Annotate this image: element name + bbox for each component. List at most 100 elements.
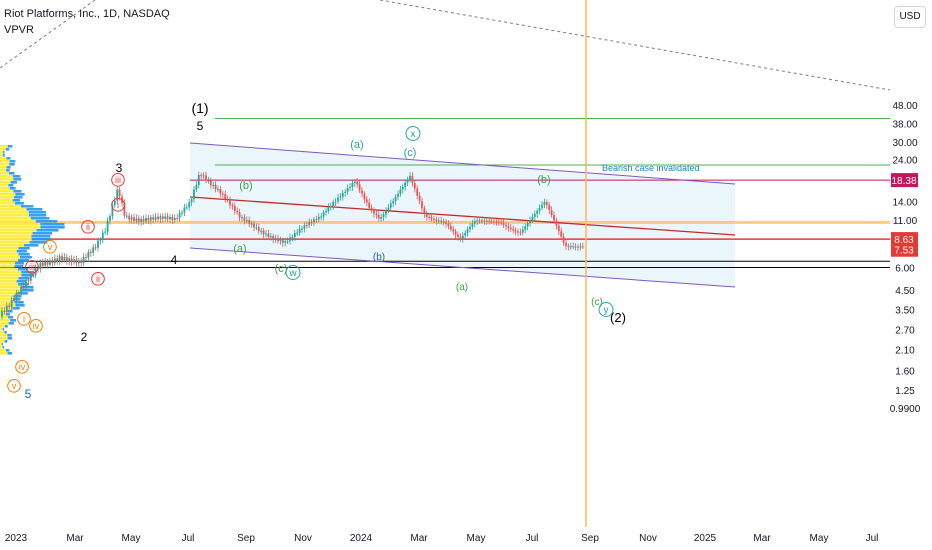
vpvr-down-18 bbox=[13, 199, 21, 202]
candle-body-115 bbox=[277, 238, 279, 241]
x-tick-13: Mar bbox=[753, 533, 771, 544]
vpvr-up-22 bbox=[0, 211, 29, 214]
candle-body-142 bbox=[342, 193, 344, 197]
y-tick-2: 30.00 bbox=[892, 138, 917, 149]
candle-body-207 bbox=[498, 222, 500, 223]
candle-body-169 bbox=[407, 180, 409, 182]
candle-body-125 bbox=[301, 229, 303, 230]
candle-body-164 bbox=[395, 197, 397, 201]
wave-label-0: (1) bbox=[191, 100, 208, 116]
currency-button[interactable]: USD bbox=[894, 6, 926, 28]
vpvr-down-1 bbox=[6, 148, 9, 151]
candle-body-53 bbox=[128, 216, 130, 220]
y-tick-0: 48.00 bbox=[892, 101, 917, 112]
wave-label-27: v bbox=[48, 242, 53, 252]
vpvr-down-40 bbox=[15, 265, 24, 268]
candle-body-131 bbox=[316, 219, 318, 220]
vpvr-up-36 bbox=[0, 253, 19, 256]
candle-body-201 bbox=[484, 220, 486, 221]
vpvr-up-12 bbox=[0, 181, 11, 184]
candle-body-159 bbox=[383, 215, 385, 217]
candle-body-71 bbox=[172, 217, 174, 220]
candle-body-78 bbox=[188, 202, 190, 207]
candle-body-40 bbox=[97, 241, 99, 248]
symbol-title: Riot Platforms, Inc., 1D, NASDAQ bbox=[4, 8, 170, 20]
vpvr-up-23 bbox=[0, 214, 29, 217]
candle-body-240 bbox=[577, 246, 579, 247]
candle-body-91 bbox=[220, 189, 222, 193]
vpvr-up-35 bbox=[0, 250, 17, 253]
vpvr-down-37 bbox=[20, 256, 32, 259]
candle-body-210 bbox=[505, 225, 507, 226]
vpvr-down-39 bbox=[15, 262, 24, 265]
candle-body-76 bbox=[184, 207, 186, 212]
candle-body-238 bbox=[572, 246, 574, 247]
candle-body-120 bbox=[289, 237, 291, 241]
x-tick-5: Nov bbox=[294, 533, 312, 544]
candle-body-133 bbox=[320, 216, 322, 217]
candle-body-100 bbox=[241, 217, 243, 218]
candle-body-38 bbox=[92, 247, 94, 252]
candle-body-112 bbox=[270, 236, 272, 237]
wave-label-13: (c) bbox=[275, 263, 288, 275]
candle-body-181 bbox=[436, 219, 438, 220]
vpvr-down-44 bbox=[18, 277, 29, 280]
candle-body-190 bbox=[457, 235, 459, 237]
candle-body-171 bbox=[412, 176, 414, 183]
y-tick-3: 24.00 bbox=[892, 155, 917, 166]
y-tick-5: 14.00 bbox=[892, 197, 917, 208]
candle-body-157 bbox=[378, 215, 380, 219]
vpvr-up-29 bbox=[0, 232, 33, 235]
vpvr-down-21 bbox=[27, 208, 43, 211]
candle-body-124 bbox=[299, 229, 301, 233]
candle-body-9 bbox=[23, 286, 25, 287]
candle-body-239 bbox=[575, 246, 577, 247]
vpvr-down-34 bbox=[18, 247, 29, 250]
candle-body-95 bbox=[229, 200, 231, 205]
vpvr-up-66 bbox=[0, 343, 2, 346]
candle-body-156 bbox=[376, 214, 378, 215]
y-tick-6: 11.00 bbox=[893, 216, 918, 227]
vpvr-up-40 bbox=[0, 265, 15, 268]
candle-body-228 bbox=[548, 205, 550, 210]
vpvr-down-4 bbox=[7, 157, 11, 160]
candle-body-66 bbox=[160, 216, 162, 219]
vpvr-up-60 bbox=[0, 325, 5, 328]
vpvr-up-11 bbox=[0, 178, 13, 181]
candle-body-213 bbox=[512, 229, 514, 230]
vpvr-up-8 bbox=[0, 169, 6, 172]
vpvr-up-17 bbox=[0, 196, 14, 199]
wave-label-16: (a) bbox=[456, 282, 468, 293]
candle-body-205 bbox=[493, 221, 495, 222]
candle-body-12 bbox=[30, 274, 32, 281]
candle-body-187 bbox=[450, 226, 452, 229]
candle-body-80 bbox=[193, 190, 195, 200]
candle-body-5 bbox=[13, 300, 15, 301]
vpvr-down-22 bbox=[29, 211, 46, 214]
candle-body-158 bbox=[380, 217, 382, 219]
candle-body-11 bbox=[28, 280, 30, 281]
vpvr-down-57 bbox=[8, 316, 13, 319]
vpvr-up-28 bbox=[0, 229, 37, 232]
indicator-label[interactable]: VPVR bbox=[4, 24, 34, 36]
vpvr-down-25 bbox=[36, 220, 57, 223]
candle-body-229 bbox=[551, 210, 553, 215]
vpvr-down-3 bbox=[3, 154, 5, 157]
candle-body-236 bbox=[568, 246, 570, 247]
wave-label-26: ii bbox=[86, 222, 90, 232]
vpvr-down-60 bbox=[5, 325, 8, 328]
x-tick-4: Sep bbox=[237, 533, 255, 544]
y-tick-9: 6.00 bbox=[895, 263, 915, 274]
candle-body-85 bbox=[205, 175, 207, 180]
candle-body-160 bbox=[385, 210, 387, 215]
vpvr-up-27 bbox=[0, 226, 40, 229]
vpvr-up-2 bbox=[0, 151, 3, 154]
vpvr-up-30 bbox=[0, 235, 31, 238]
candle-body-77 bbox=[186, 207, 188, 208]
candle-body-39 bbox=[95, 247, 97, 248]
candle-body-193 bbox=[464, 233, 466, 236]
vpvr-down-67 bbox=[3, 346, 5, 349]
vpvr-down-2 bbox=[3, 151, 5, 154]
vpvr-up-63 bbox=[0, 334, 7, 337]
